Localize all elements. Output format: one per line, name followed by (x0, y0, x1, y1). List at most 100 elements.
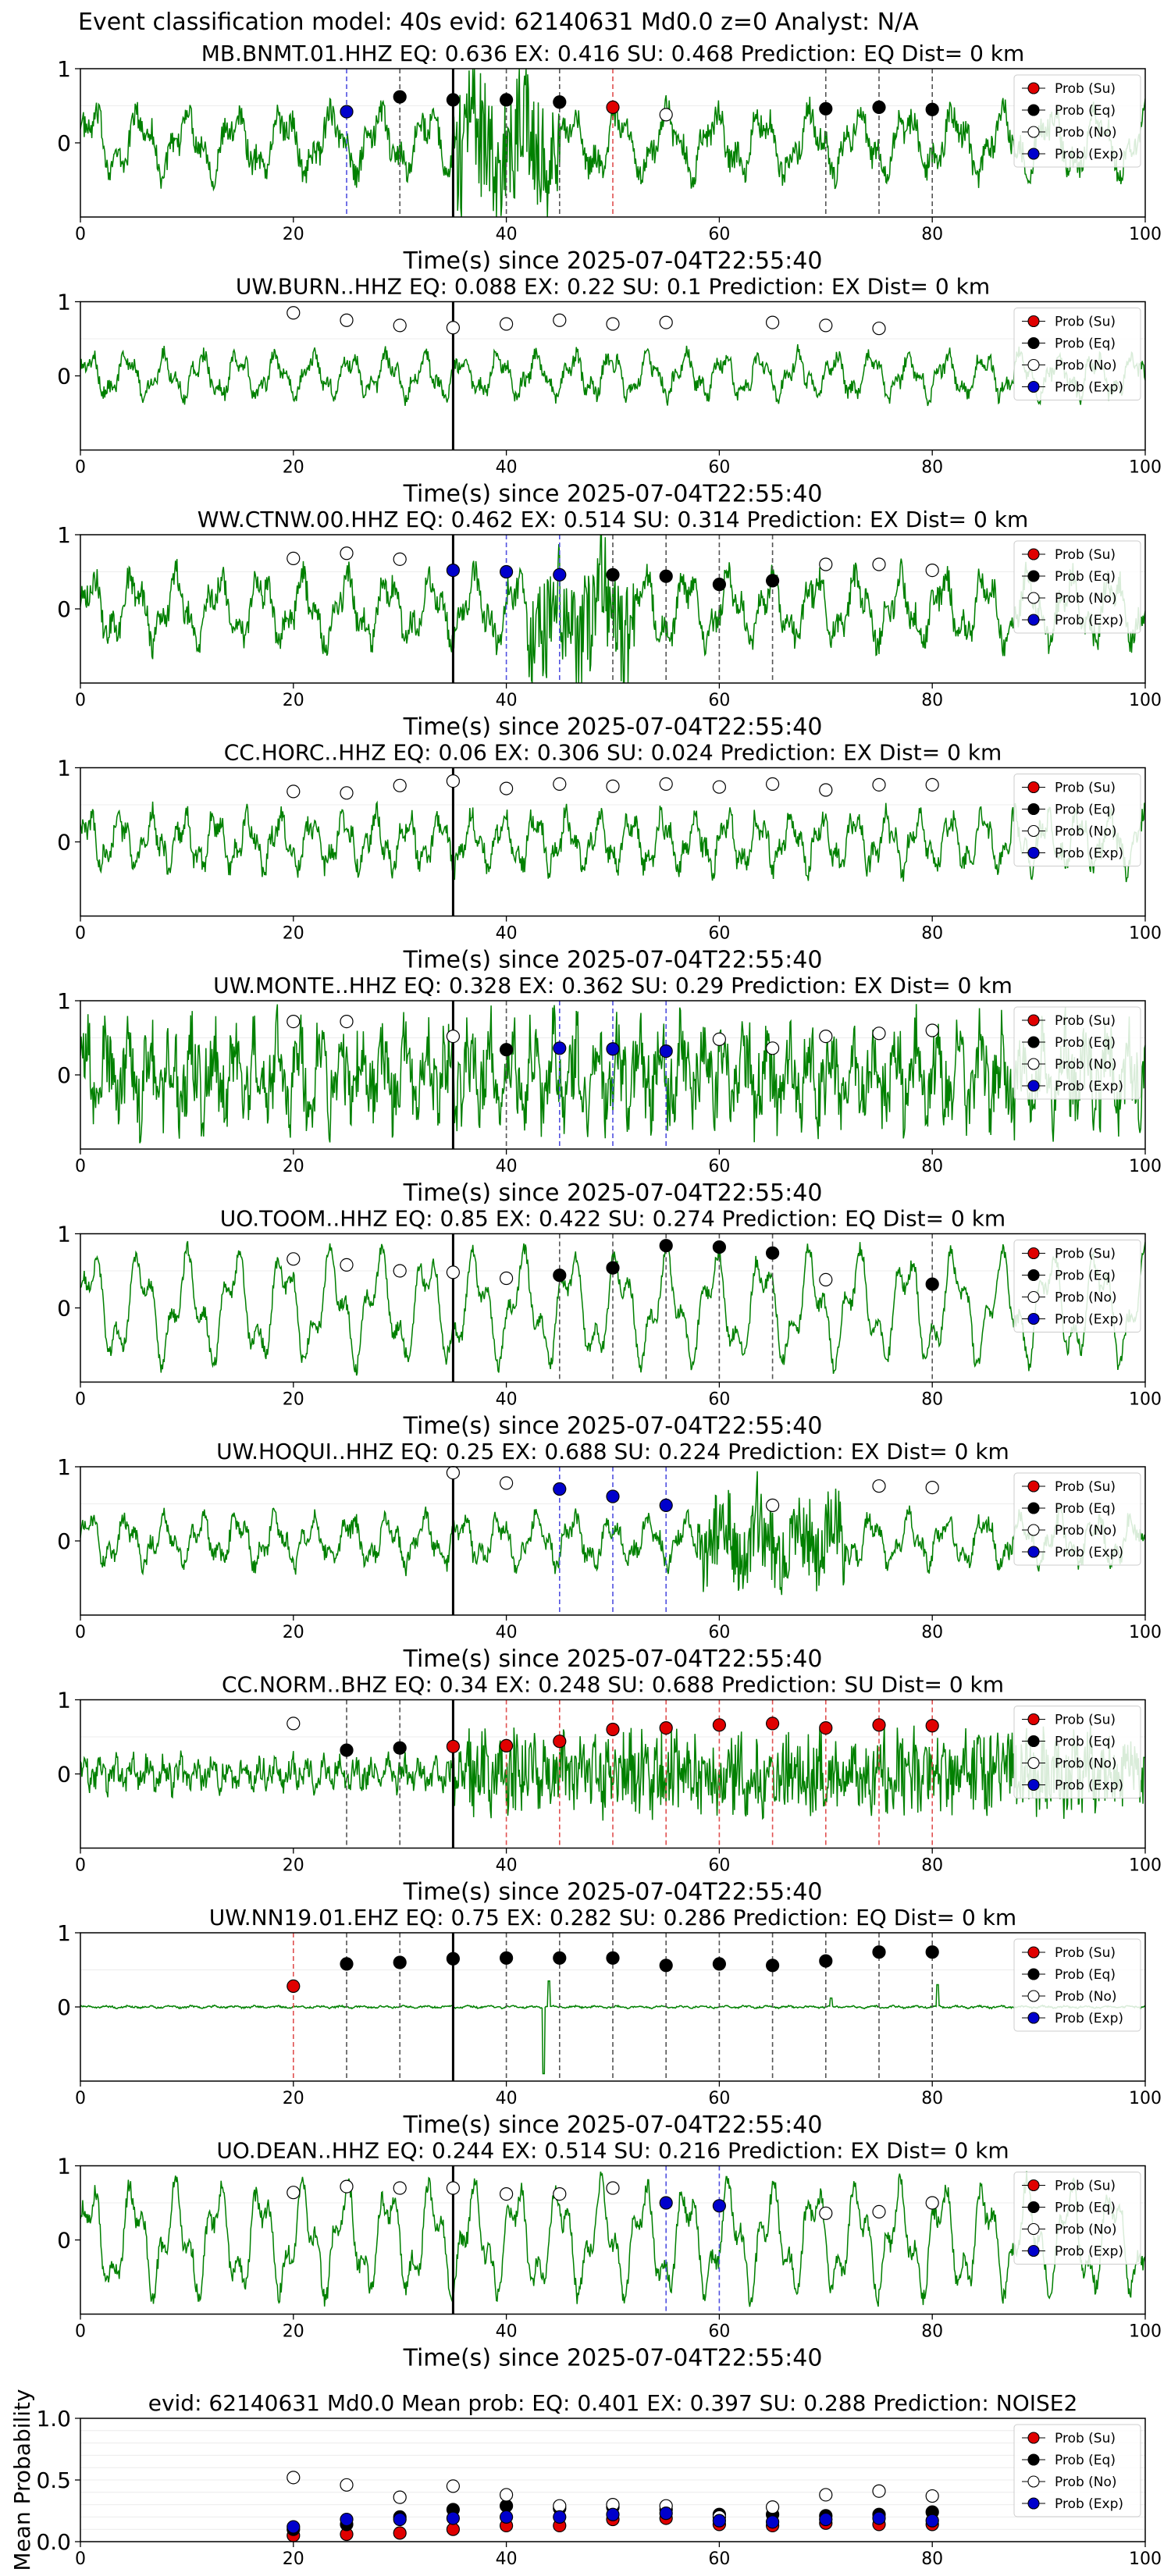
legend-label: Prob (No) (1055, 824, 1117, 840)
prob-point-eq (606, 1261, 620, 1275)
x-tick-label: 60 (708, 2322, 730, 2342)
x-tick-label: 40 (496, 924, 518, 944)
legend-label: Prob (Su) (1055, 781, 1116, 796)
legend-marker-eq (1027, 1036, 1040, 1048)
legend-box (1013, 1472, 1141, 1566)
x-tick-label: 0 (75, 2549, 86, 2569)
prob-point-exp (659, 1498, 673, 1513)
x-tick-label: 0 (75, 1856, 86, 1876)
y-tick-label: 0.5 (36, 2467, 71, 2493)
prob-point-no (340, 1014, 354, 1029)
legend-marker-no (1027, 1756, 1040, 1770)
panel-9: UO.DEAN..HHZ EQ: 0.244 EX: 0.514 SU: 0.2… (57, 2138, 1162, 2372)
prob-point-no (819, 783, 833, 797)
waveform-trace (80, 1723, 1145, 1821)
prob-point-no (553, 313, 567, 327)
x-tick-label: 40 (496, 2549, 518, 2569)
panel-plot-area (80, 1699, 1145, 1848)
legend-marker-su (1027, 82, 1040, 94)
x-tick-label: 40 (496, 458, 518, 478)
y-tick-label: 1 (57, 1454, 71, 1480)
prob-point-eq (659, 1959, 673, 1973)
y-tick-label: 1 (57, 522, 71, 548)
prob-point-eq (712, 1957, 727, 1971)
x-tick-label: 20 (283, 1623, 304, 1642)
prob-point-no (499, 781, 514, 795)
prob-point-no (287, 1014, 301, 1029)
legend-marker-exp (1027, 1546, 1040, 1558)
x-tick-label: 80 (921, 691, 943, 710)
y-tick-label: 1 (57, 56, 71, 82)
legend-label: Prob (Exp) (1055, 1545, 1123, 1560)
prob-point-no (287, 551, 301, 566)
x-axis-label: Time(s) since 2025-07-04T22:55:40 (403, 481, 823, 508)
y-tick-label: 0 (57, 2228, 71, 2254)
panel-title: UO.TOOM..HHZ EQ: 0.85 EX: 0.422 SU: 0.27… (220, 1206, 1005, 1232)
x-axis-label: Time(s) since 2025-07-04T22:55:40 (403, 247, 823, 275)
panel-title: UO.DEAN..HHZ EQ: 0.244 EX: 0.514 SU: 0.2… (216, 2138, 1009, 2164)
y-tick-label: 0 (57, 1062, 71, 1088)
prob-point-no (553, 777, 567, 792)
panel-plot-area (80, 767, 1145, 916)
legend-marker-no (1027, 1058, 1040, 1070)
prob-point-exp (606, 1489, 620, 1503)
prob-point-eq (819, 101, 833, 116)
y-tick-label: 0 (57, 1994, 71, 2020)
x-tick-label: 0 (75, 1157, 86, 1176)
legend: Prob (Su) Prob (Eq) Prob (No) Prob (Exp) (1013, 2424, 1141, 2517)
legend-marker-no (1027, 592, 1040, 604)
legend-label: Prob (No) (1055, 1057, 1117, 1073)
x-tick-label: 60 (708, 924, 730, 944)
prob-point-exp (765, 2515, 780, 2529)
legend-label: Prob (Exp) (1055, 1312, 1123, 1328)
panel-plot-area (80, 535, 1145, 683)
prob-point-no (287, 2471, 301, 2485)
x-axis-label: Time(s) since 2025-07-04T22:55:40 (403, 1179, 823, 1207)
x-tick-label: 100 (1129, 2549, 1162, 2569)
x-tick-label: 100 (1129, 2089, 1162, 2108)
legend-marker-eq (1027, 1502, 1040, 1514)
prob-point-exp (553, 1482, 567, 1496)
panel-title: UW.NN19.01.EHZ EQ: 0.75 EX: 0.282 SU: 0.… (209, 1905, 1016, 1930)
x-tick-label: 20 (283, 1856, 304, 1876)
legend-label: Prob (Eq) (1055, 2201, 1116, 2216)
prob-point-no (287, 785, 301, 799)
y-tick-label: 1 (57, 1688, 71, 1713)
prob-point-no (606, 2181, 620, 2195)
y-tick-label: 1 (57, 290, 71, 315)
y-axis-label: Mean Probability (9, 2389, 35, 2571)
x-tick-label: 80 (921, 2089, 943, 2108)
x-tick-label: 60 (708, 2089, 730, 2108)
prob-point-no (553, 2499, 567, 2513)
prob-point-su (393, 2526, 407, 2540)
y-tick-label: 0 (57, 364, 71, 390)
panel-plot-area (80, 1233, 1145, 1382)
x-tick-label: 60 (708, 691, 730, 710)
prob-point-su (499, 1738, 514, 1752)
prob-point-eq (499, 93, 514, 107)
legend-marker-eq (1027, 570, 1040, 582)
y-tick-label: 0 (57, 1528, 71, 1554)
x-tick-label: 40 (496, 2089, 518, 2108)
prob-point-exp (499, 2510, 514, 2524)
prob-point-eq (925, 102, 939, 116)
legend-label: Prob (Su) (1055, 1945, 1116, 1961)
x-axis-label: Time(s) since 2025-07-04T22:55:40 (403, 1646, 823, 1673)
panel-title: UW.MONTE..HHZ EQ: 0.328 EX: 0.362 SU: 0.… (213, 973, 1013, 998)
prob-point-no (393, 2490, 407, 2504)
legend-label: Prob (No) (1055, 1523, 1117, 1539)
legend-label: Prob (No) (1055, 125, 1117, 141)
legend-marker-exp (1027, 846, 1040, 859)
prob-point-eq (712, 578, 727, 592)
legend-box (1013, 540, 1141, 634)
legend-label: Prob (Eq) (1055, 1268, 1116, 1284)
prob-point-no (659, 777, 673, 792)
x-tick-label: 60 (708, 2549, 730, 2569)
x-tick-label: 20 (283, 2322, 304, 2342)
prob-point-su (606, 100, 620, 114)
x-tick-label: 40 (496, 2322, 518, 2342)
panel-plot-area (80, 69, 1145, 217)
legend-label: Prob (Eq) (1055, 802, 1116, 818)
prob-point-no (340, 1258, 354, 1272)
x-tick-label: 0 (75, 924, 86, 944)
